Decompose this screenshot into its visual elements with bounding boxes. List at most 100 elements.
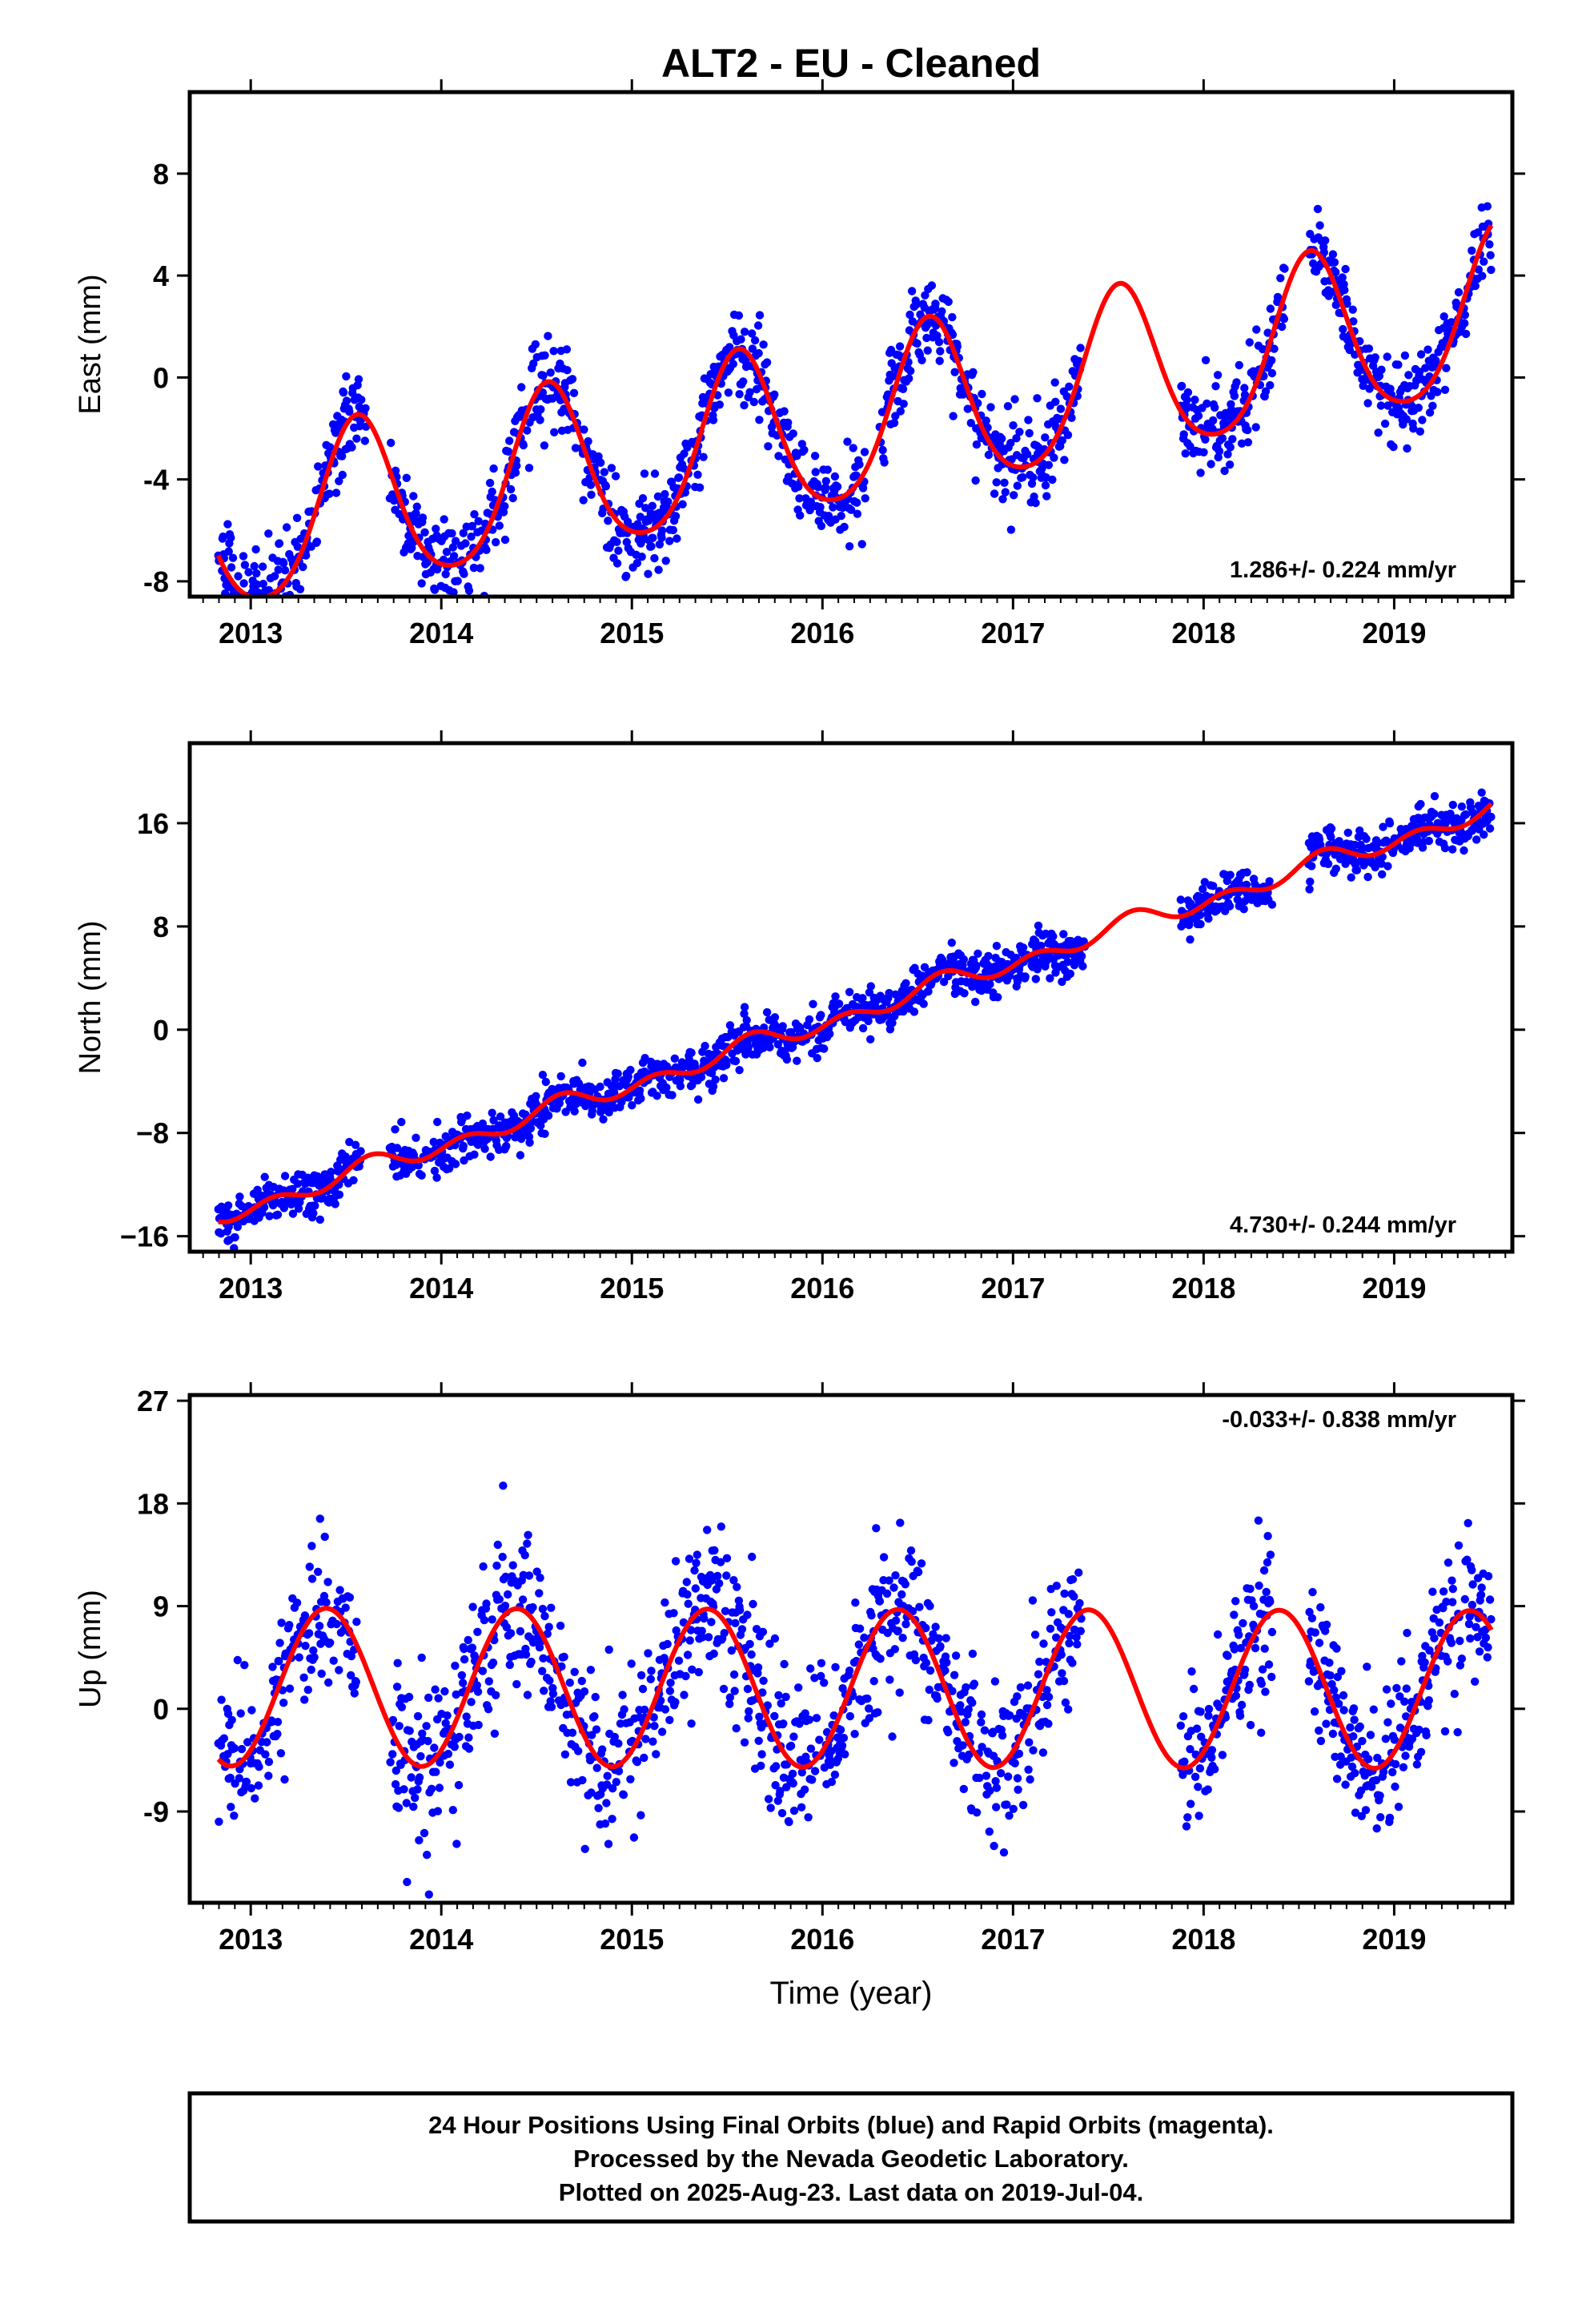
- data-point: [1060, 456, 1069, 464]
- data-point: [403, 1877, 412, 1887]
- data-point: [1415, 1725, 1423, 1735]
- data-point: [806, 1664, 815, 1673]
- data-point: [470, 1150, 479, 1159]
- data-point: [420, 528, 429, 537]
- y-tick-label: -9: [143, 1795, 169, 1828]
- data-point: [825, 1029, 834, 1039]
- data-point: [250, 561, 259, 571]
- data-point: [280, 566, 290, 575]
- data-point: [1266, 304, 1275, 313]
- data-point: [519, 440, 528, 450]
- data-point: [873, 1708, 882, 1717]
- data-point: [1403, 444, 1411, 453]
- data-point: [453, 577, 462, 585]
- data-point: [1039, 1639, 1048, 1648]
- data-point: [1420, 1658, 1429, 1667]
- data-point: [1448, 1584, 1458, 1594]
- data-point: [737, 1625, 747, 1634]
- x-tick-label: 2017: [981, 1272, 1045, 1305]
- data-point: [412, 509, 420, 518]
- data-point: [980, 1726, 990, 1735]
- data-point: [922, 333, 931, 343]
- data-point: [978, 389, 986, 399]
- data-point: [926, 1602, 934, 1610]
- x-tick-label: 2013: [219, 1923, 283, 1956]
- data-point: [1484, 1642, 1492, 1652]
- data-point: [1178, 1771, 1187, 1779]
- data-point: [240, 561, 250, 569]
- data-point: [500, 535, 510, 545]
- data-point: [1029, 1746, 1038, 1755]
- data-point: [490, 1729, 500, 1738]
- data-point: [636, 1094, 645, 1103]
- data-point: [626, 1775, 635, 1783]
- data-point: [256, 601, 264, 609]
- data-point: [598, 1745, 607, 1754]
- data-point: [409, 492, 418, 501]
- data-point: [1321, 236, 1330, 245]
- data-point: [866, 1035, 875, 1044]
- data-point: [415, 1773, 424, 1782]
- data-point: [964, 1705, 973, 1714]
- data-point: [1273, 292, 1283, 302]
- data-point: [544, 332, 552, 340]
- data-point: [532, 1092, 540, 1101]
- data-point: [1474, 265, 1484, 274]
- data-point: [647, 1667, 656, 1675]
- data-point: [1456, 1636, 1464, 1646]
- data-point: [618, 1691, 627, 1699]
- data-point: [538, 1604, 548, 1614]
- data-point: [889, 1583, 898, 1592]
- x-tick-label: 2014: [409, 1923, 473, 1956]
- data-point: [748, 344, 757, 353]
- data-point: [831, 992, 840, 1001]
- data-point: [1366, 1731, 1375, 1739]
- data-point: [994, 993, 1002, 1002]
- data-point: [1018, 1800, 1028, 1810]
- data-point: [1195, 1811, 1203, 1820]
- data-point: [548, 1689, 558, 1699]
- data-point: [1313, 204, 1323, 214]
- data-point: [743, 1610, 752, 1619]
- data-point: [540, 441, 549, 450]
- data-point: [638, 1684, 648, 1694]
- data-point: [1183, 388, 1193, 397]
- data-point: [776, 1787, 785, 1795]
- data-point: [457, 1671, 467, 1680]
- data-point: [1424, 1696, 1434, 1705]
- data-point: [1191, 396, 1199, 404]
- data-point: [958, 1741, 967, 1750]
- data-point: [1042, 1686, 1051, 1695]
- data-point: [1004, 1772, 1013, 1781]
- data-point: [764, 1795, 773, 1803]
- data-point: [789, 1806, 799, 1815]
- data-point: [1430, 792, 1439, 801]
- data-point: [275, 539, 284, 548]
- data-point: [898, 1634, 907, 1642]
- data-point: [1347, 1762, 1357, 1771]
- data-point: [1308, 1587, 1317, 1597]
- data-point: [345, 407, 354, 416]
- data-point: [939, 977, 949, 987]
- data-point: [1341, 1780, 1350, 1789]
- data-point: [971, 997, 980, 1007]
- data-point: [971, 476, 980, 485]
- data-point: [488, 1108, 496, 1117]
- data-point: [441, 569, 450, 579]
- data-point: [1022, 449, 1032, 459]
- data-point: [544, 1111, 553, 1120]
- data-point: [749, 1599, 757, 1609]
- data-point: [1033, 394, 1042, 403]
- data-point: [740, 328, 749, 336]
- data-point: [604, 1645, 613, 1655]
- data-point: [397, 1703, 407, 1711]
- data-point: [614, 1767, 624, 1775]
- data-point: [1009, 421, 1018, 430]
- data-point: [251, 1794, 259, 1803]
- data-point: [972, 1808, 982, 1817]
- x-tick-label: 2017: [981, 1923, 1045, 1956]
- data-point: [451, 1661, 460, 1671]
- data-point: [720, 1629, 729, 1638]
- data-point: [739, 377, 748, 386]
- data-point: [540, 1687, 548, 1695]
